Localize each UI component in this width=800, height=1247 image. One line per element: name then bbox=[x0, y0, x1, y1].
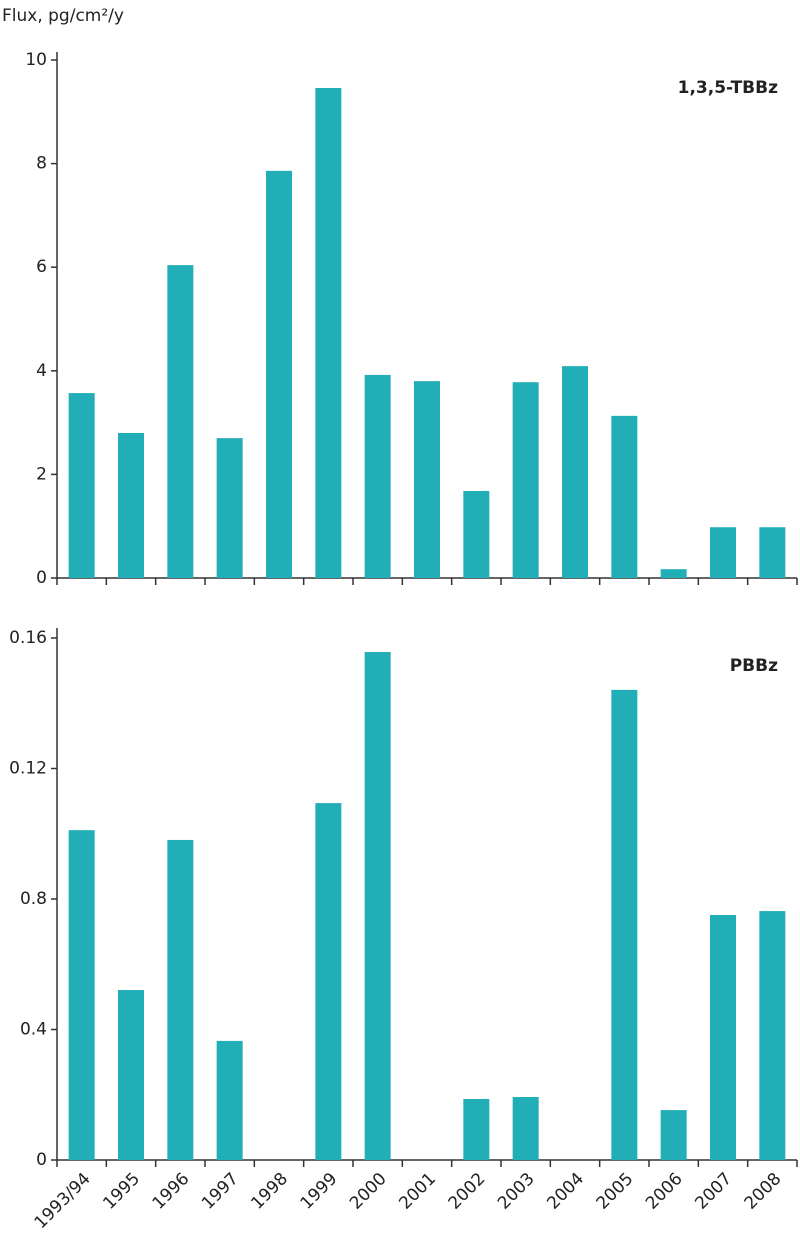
bar bbox=[118, 990, 144, 1160]
x-tick-label: 1993/94 bbox=[31, 1169, 95, 1233]
bar bbox=[512, 382, 539, 578]
bar bbox=[216, 1040, 243, 1160]
y-tick-label: 0 bbox=[36, 568, 47, 588]
y-tick-label: 4 bbox=[36, 361, 47, 381]
y-axis-label: Flux, pg/cm²/y bbox=[2, 6, 124, 26]
x-tick-label: 1997 bbox=[198, 1169, 243, 1214]
bar bbox=[68, 830, 95, 1160]
bar bbox=[266, 170, 292, 579]
y-tick-label: 6 bbox=[36, 257, 47, 277]
x-tick-label: 1998 bbox=[247, 1169, 292, 1214]
y-tick-label: 0.12 bbox=[9, 759, 47, 779]
bar bbox=[710, 527, 736, 578]
bar bbox=[315, 87, 342, 579]
bar bbox=[68, 393, 95, 578]
bar bbox=[167, 839, 194, 1160]
y-tick-label: 0 bbox=[36, 1150, 47, 1170]
annotation: PBBz bbox=[730, 656, 778, 676]
x-tick-label: 2003 bbox=[494, 1169, 539, 1214]
bar bbox=[660, 569, 687, 578]
x-tick-label: 2006 bbox=[642, 1169, 687, 1214]
y-tick-label: 10 bbox=[25, 50, 47, 70]
y-tick-label: 2 bbox=[36, 464, 47, 484]
bar bbox=[118, 432, 144, 578]
bar bbox=[562, 366, 588, 578]
y-tick-label: 0.4 bbox=[20, 1020, 47, 1040]
bar bbox=[710, 914, 736, 1160]
x-tick-label: 1999 bbox=[297, 1169, 342, 1214]
bar bbox=[463, 490, 490, 578]
x-tick-label: 2007 bbox=[691, 1169, 736, 1214]
bar bbox=[611, 415, 638, 578]
bar bbox=[167, 265, 194, 578]
x-tick-label: 1996 bbox=[149, 1169, 194, 1214]
x-tick-label: 2005 bbox=[593, 1169, 638, 1214]
x-tick-label: 2008 bbox=[741, 1169, 786, 1214]
bar bbox=[414, 381, 440, 578]
x-tick-label: 1995 bbox=[99, 1169, 144, 1214]
bar bbox=[216, 438, 243, 578]
x-tick-label: 2002 bbox=[445, 1169, 490, 1214]
bar bbox=[611, 689, 638, 1160]
y-tick-label: 0.8 bbox=[20, 889, 47, 909]
bar bbox=[364, 374, 391, 578]
bar bbox=[660, 1110, 687, 1160]
y-tick-label: 0.16 bbox=[9, 628, 47, 648]
x-tick-label: 2000 bbox=[346, 1169, 391, 1214]
bar bbox=[315, 803, 342, 1160]
bar bbox=[759, 527, 786, 578]
y-tick-label: 8 bbox=[36, 154, 47, 174]
bar bbox=[759, 911, 786, 1160]
x-tick-label: 2001 bbox=[395, 1169, 440, 1214]
bar bbox=[364, 652, 391, 1160]
bar bbox=[463, 1098, 490, 1160]
annotation: 1,3,5-TBBz bbox=[678, 78, 778, 98]
x-tick-label: 2004 bbox=[543, 1169, 588, 1214]
bar bbox=[512, 1097, 539, 1160]
